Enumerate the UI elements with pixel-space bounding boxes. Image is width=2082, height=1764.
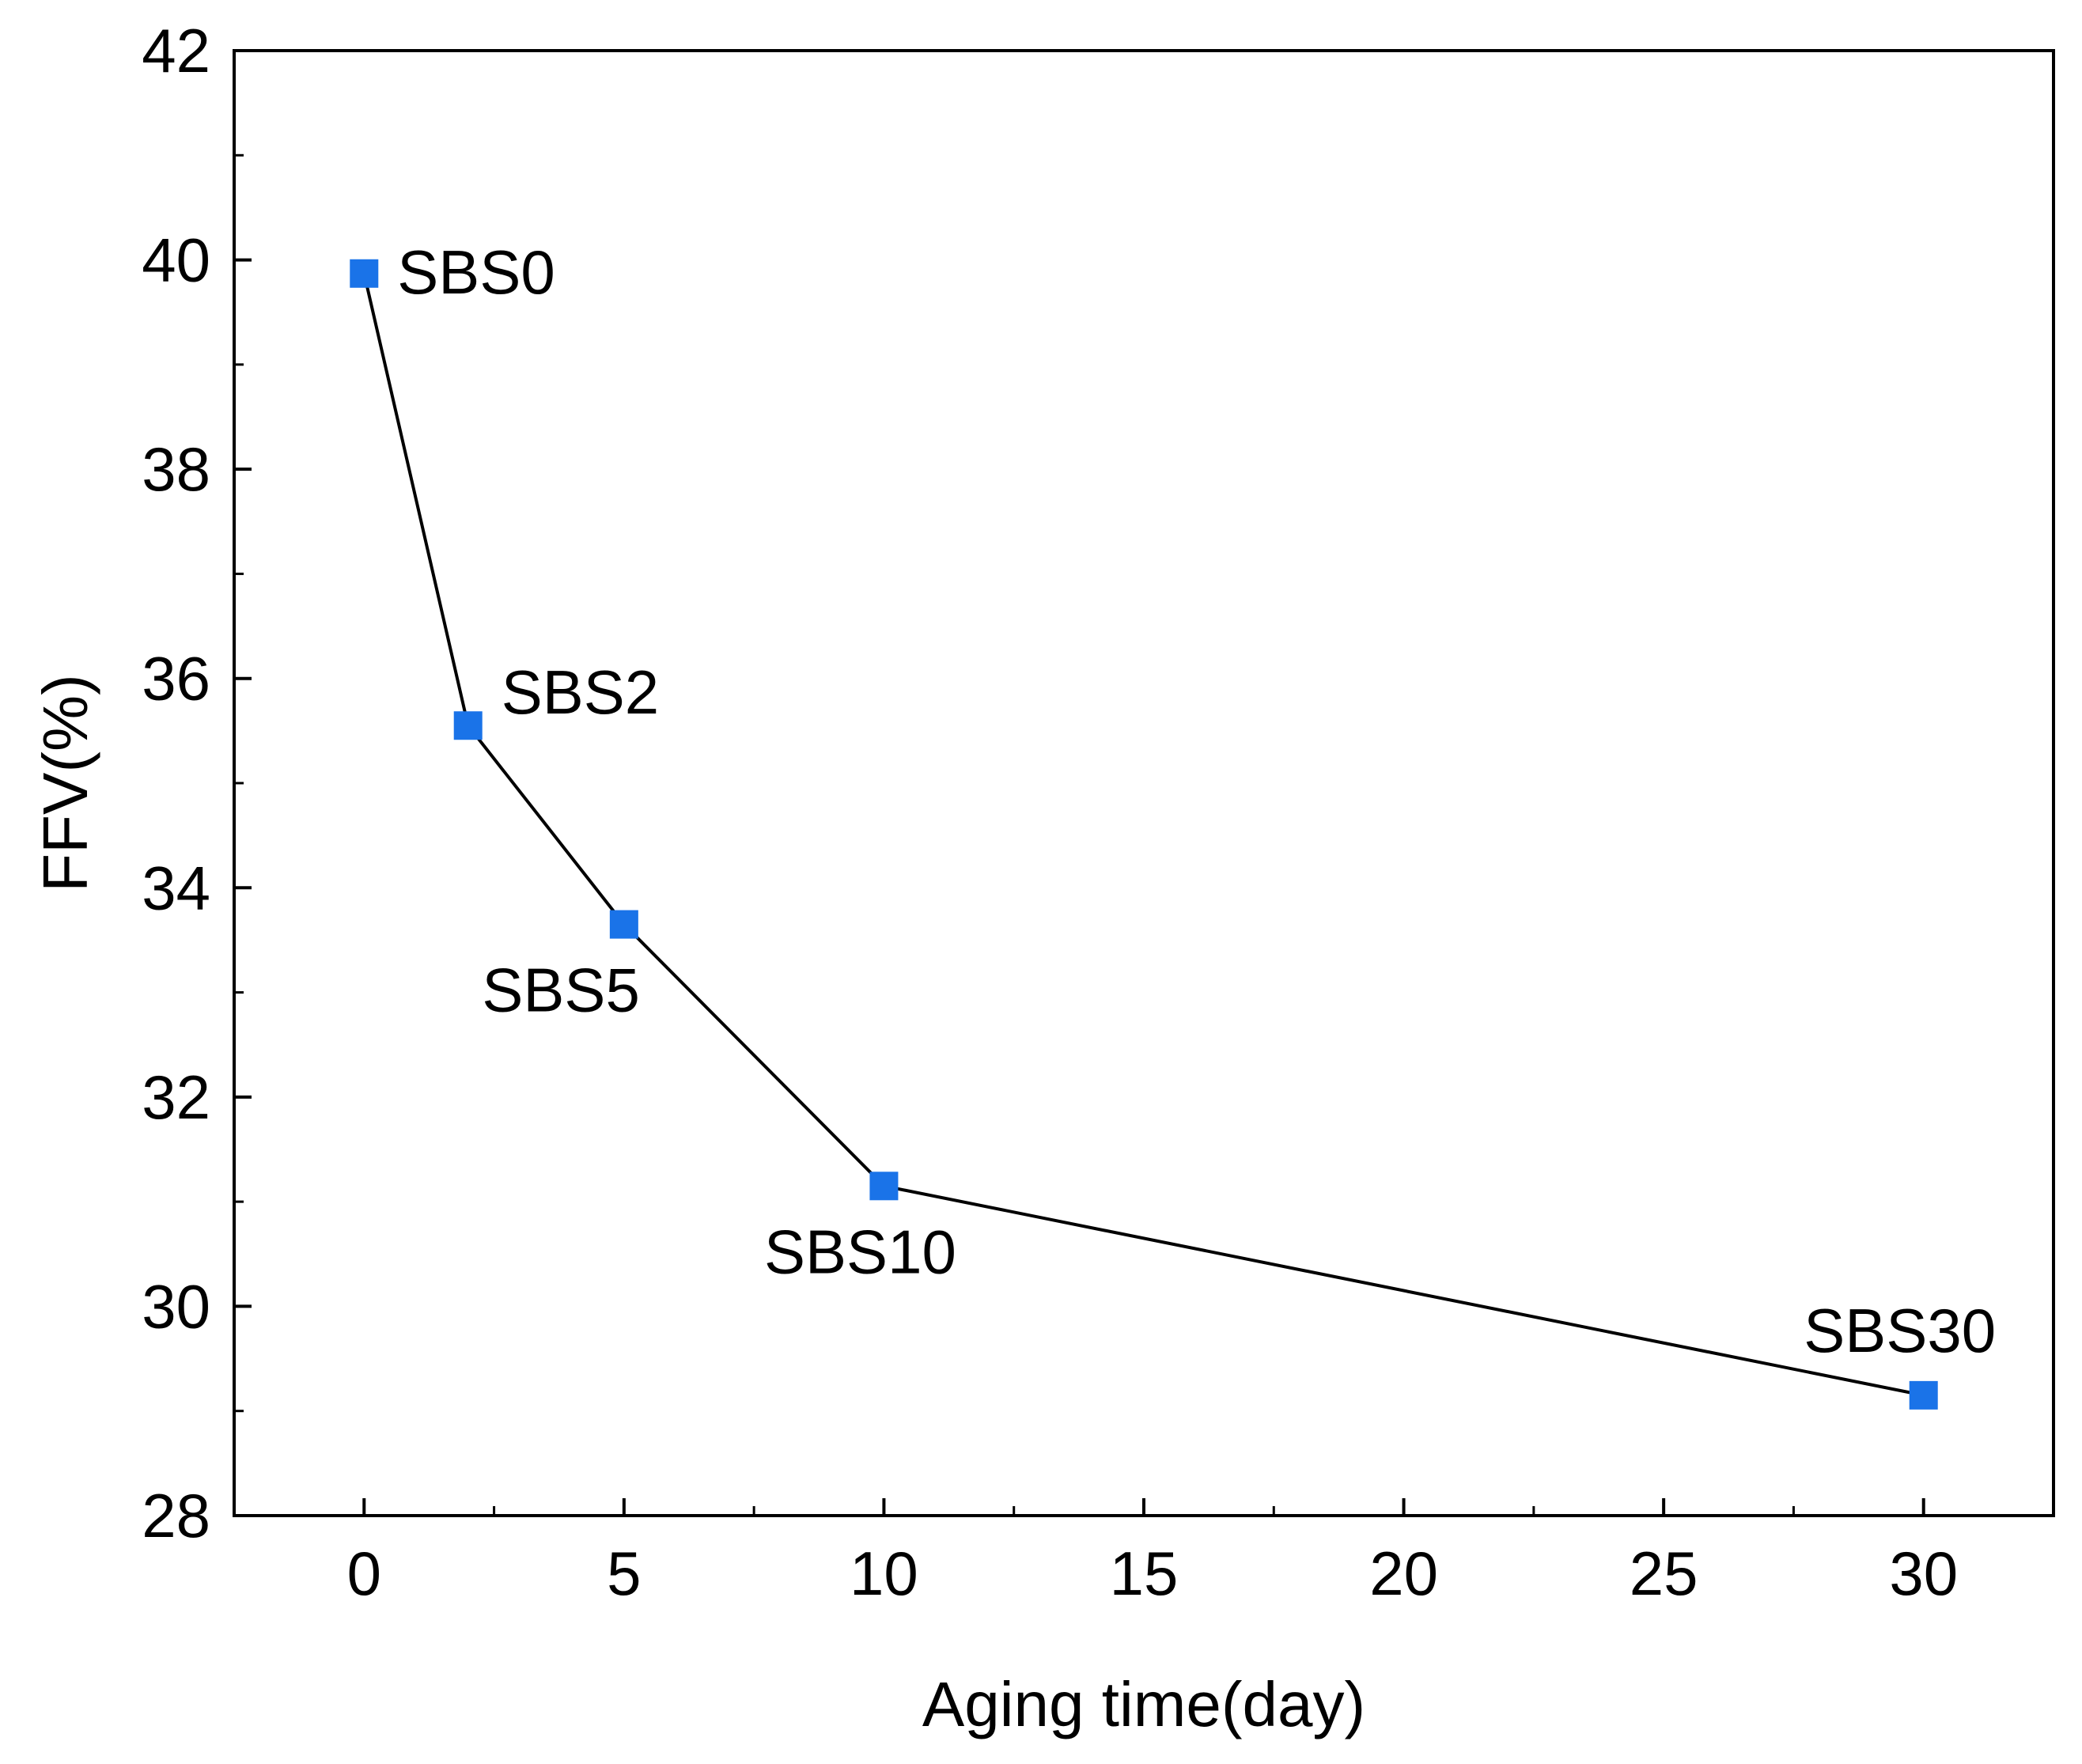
x-tick-label: 15 [1110,1539,1179,1608]
data-point-label: SBS5 [482,956,639,1025]
x-tick-label: 30 [1889,1539,1958,1608]
y-tick-label: 40 [142,225,210,295]
y-tick-label: 30 [142,1271,210,1341]
y-tick-label: 38 [142,434,210,504]
series-group: SBS0 SBS2 SBS5 SBS10 SBS30 [350,237,1996,1410]
data-point-label: SBS0 [397,237,555,307]
data-point-marker [453,711,483,740]
series-line [362,273,1925,1397]
data-point-marker [609,910,638,939]
x-tick-label: 10 [850,1539,918,1608]
y-tick-label: 34 [142,853,210,922]
y-tick-label: 28 [142,1481,210,1550]
x-tick-label: 5 [607,1539,641,1608]
y-tick-label: 42 [142,16,210,85]
data-point-marker [869,1172,899,1201]
x-tick-label: 20 [1369,1539,1438,1608]
y-tick-label: 36 [142,644,210,714]
axis-ticks [234,49,1925,1517]
x-tick-label: 0 [347,1539,381,1608]
data-point-marker [1909,1380,1938,1410]
data-point-label: SBS2 [502,657,659,727]
axis-tick-labels: 0 5 10 15 20 25 30 28 30 32 34 36 38 40 42 [142,16,1958,1608]
data-point-label: SBS30 [1804,1296,1996,1365]
data-point-label: SBS10 [764,1217,956,1286]
data-point-marker [350,259,379,288]
y-axis-title: FFV(%) [30,674,100,892]
y-tick-label: 32 [142,1062,210,1132]
x-tick-label: 25 [1630,1539,1698,1608]
x-axis-title: Aging time(day) [922,1669,1365,1739]
